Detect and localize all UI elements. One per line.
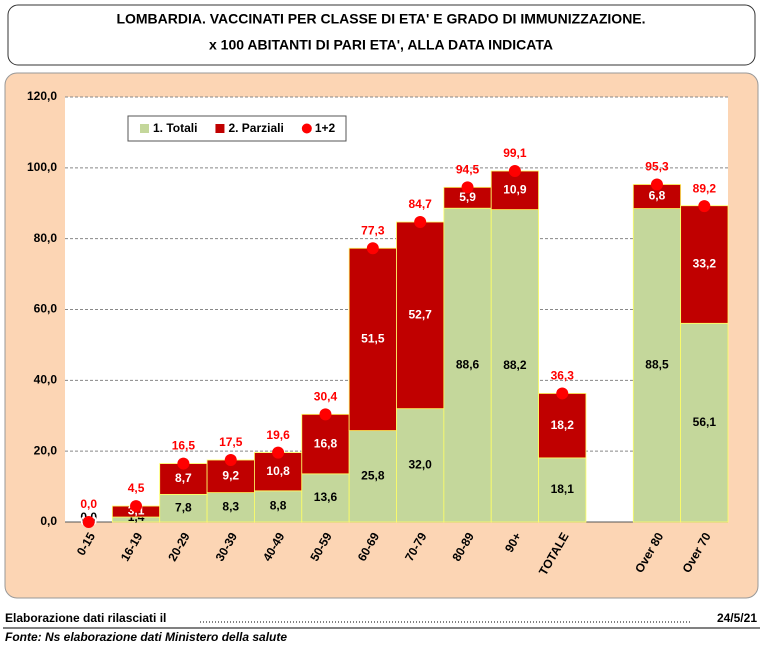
total-label: 4,5 bbox=[128, 481, 145, 495]
bar-segment bbox=[301, 413, 350, 475]
value-label: 8,8 bbox=[270, 499, 287, 513]
footer-date: 24/5/21 bbox=[717, 611, 757, 625]
legend-swatch bbox=[140, 124, 149, 133]
value-label: 52,7 bbox=[408, 308, 432, 322]
total-label: 99,1 bbox=[503, 146, 527, 160]
value-label: 56,1 bbox=[693, 415, 717, 429]
bar-segment bbox=[206, 492, 255, 523]
y-tick-label: 40,0 bbox=[34, 373, 58, 387]
y-tick-label: 0,0 bbox=[40, 514, 57, 528]
total-label: 0,0 bbox=[80, 497, 97, 511]
total-dot bbox=[366, 242, 379, 255]
total-dot bbox=[508, 165, 521, 178]
total-label: 77,3 bbox=[361, 223, 385, 237]
value-label: 33,2 bbox=[693, 257, 717, 271]
total-dot bbox=[82, 516, 95, 528]
value-label: 6,8 bbox=[649, 189, 666, 203]
value-label: 88,5 bbox=[645, 357, 669, 371]
total-dot bbox=[556, 387, 569, 400]
total-dot bbox=[319, 408, 332, 421]
legend-swatch bbox=[215, 124, 225, 133]
value-label: 51,5 bbox=[361, 332, 385, 346]
total-dot bbox=[224, 454, 237, 467]
total-label: 89,2 bbox=[693, 181, 717, 195]
footer-source: Fonte: Ns elaborazione dati Ministero de… bbox=[5, 630, 287, 644]
total-dot bbox=[698, 200, 711, 213]
y-tick-label: 20,0 bbox=[34, 443, 58, 457]
bar-segment bbox=[490, 209, 539, 523]
value-label: 10,8 bbox=[266, 464, 290, 478]
total-label: 19,6 bbox=[266, 428, 290, 442]
total-label: 17,5 bbox=[219, 435, 243, 449]
value-label: 10,9 bbox=[503, 182, 527, 196]
chart-subtitle: x 100 ABITANTI DI PARI ETA', ALLA DATA I… bbox=[209, 37, 553, 53]
bar-segment bbox=[348, 430, 397, 523]
value-label: 18,2 bbox=[551, 418, 575, 432]
legend-label: 2. Parziali bbox=[228, 121, 283, 135]
value-label: 16,8 bbox=[314, 436, 338, 450]
value-label: 18,1 bbox=[551, 482, 575, 496]
total-dot bbox=[414, 216, 427, 229]
bar-segment bbox=[301, 473, 350, 523]
total-label: 16,5 bbox=[172, 439, 196, 453]
total-dot bbox=[130, 500, 143, 513]
total-dot bbox=[461, 181, 474, 194]
bar-segment bbox=[254, 490, 303, 523]
bar-segment bbox=[538, 457, 587, 523]
bar-segment bbox=[680, 322, 729, 523]
value-label: 88,6 bbox=[456, 357, 480, 371]
value-label: 5,9 bbox=[459, 190, 476, 204]
value-label: 8,3 bbox=[222, 499, 239, 513]
y-tick-label: 80,0 bbox=[34, 231, 58, 245]
legend-swatch bbox=[301, 123, 312, 134]
bar-segment bbox=[632, 208, 682, 523]
bar-segment bbox=[490, 170, 539, 211]
bar-segment bbox=[538, 393, 587, 459]
total-dot bbox=[650, 178, 663, 191]
total-label: 36,3 bbox=[551, 369, 575, 383]
title-box bbox=[7, 4, 756, 66]
value-label: 25,8 bbox=[361, 468, 385, 482]
value-label: 9,2 bbox=[222, 468, 239, 482]
value-label: 32,0 bbox=[408, 458, 432, 472]
bar-segment bbox=[443, 207, 492, 523]
chart-title: LOMBARDIA. VACCINATI PER CLASSE DI ETA' … bbox=[116, 11, 645, 27]
legend-label: 1+2 bbox=[315, 121, 336, 135]
total-label: 95,3 bbox=[645, 160, 669, 174]
y-tick-label: 120,0 bbox=[27, 89, 57, 103]
value-label: 7,8 bbox=[175, 500, 192, 514]
total-label: 94,5 bbox=[456, 162, 480, 176]
value-label: 8,7 bbox=[175, 471, 192, 485]
total-label: 30,4 bbox=[314, 390, 338, 404]
value-label: 88,2 bbox=[503, 358, 527, 372]
bar-segment bbox=[396, 408, 445, 523]
y-tick-label: 60,0 bbox=[34, 302, 58, 316]
legend-label: 1. Totali bbox=[153, 121, 197, 135]
bar-segment bbox=[680, 205, 729, 324]
total-dot bbox=[177, 457, 190, 470]
bar-segment bbox=[254, 452, 303, 492]
y-tick-label: 100,0 bbox=[27, 160, 57, 174]
total-label: 84,7 bbox=[408, 197, 432, 211]
bar-segment bbox=[348, 247, 397, 432]
value-label: 13,6 bbox=[314, 490, 338, 504]
footer-note: Elaborazione dati rilasciati il bbox=[5, 611, 166, 625]
total-dot bbox=[272, 446, 285, 459]
